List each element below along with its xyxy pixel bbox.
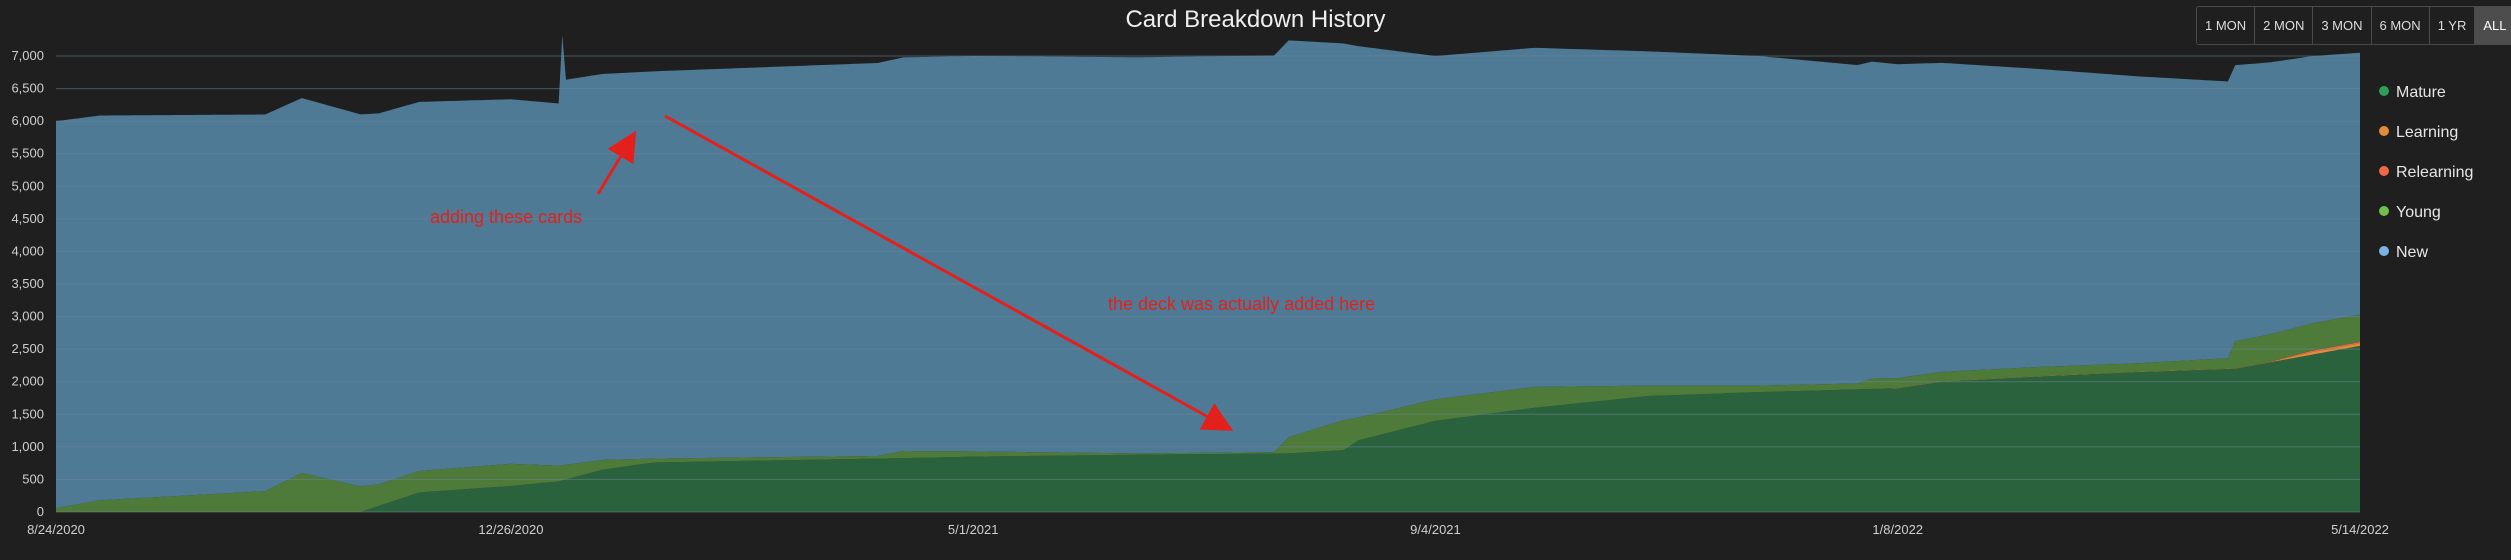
x-tick-label: 12/26/2020 [478,522,543,537]
area-mature [56,345,2360,512]
area-young [56,314,2360,512]
legend-swatch-mature [2379,86,2389,96]
y-tick-label: 4,500 [11,211,44,226]
x-tick-label: 8/24/2020 [27,522,85,537]
y-tick-label: 2,500 [11,341,44,356]
range-button-1-mon[interactable]: 1 MON [2197,7,2256,44]
range-button-2-mon[interactable]: 2 MON [2255,7,2314,44]
arrow-deck-added [664,114,1234,431]
y-tick-label: 6,500 [11,81,44,96]
legend-label-mature: Mature [2396,84,2446,101]
series-group [56,35,2360,512]
x-tick-label: 9/4/2021 [1410,522,1461,537]
annotation-deck-added: the deck was actually added here [1108,294,1375,314]
y-tick-label: 7,000 [11,48,44,63]
legend-label-young: Young [2396,204,2441,221]
legend-label-learning: Learning [2396,124,2458,141]
x-tick-label: 5/14/2022 [2331,522,2389,537]
legend-swatch-new [2379,246,2389,256]
arrow-adding-cards [596,130,637,195]
y-tick-label: 1,500 [11,406,44,421]
y-tick-label: 5,500 [11,146,44,161]
range-selector: 1 MON 2 MON 3 MON 6 MON 1 YR ALL [2196,6,2511,45]
y-tick-label: 0 [37,504,44,519]
x-tick-label: 5/1/2021 [948,522,999,537]
legend-label-relearning: Relearning [2396,164,2473,181]
legend-swatch-young [2379,206,2389,216]
range-button-3-mon[interactable]: 3 MON [2313,7,2372,44]
legend-swatch-learning [2379,126,2389,136]
legend-label-new: New [2396,244,2428,261]
y-tick-label: 2,000 [11,374,44,389]
chart-title: Card Breakdown History [1125,6,1386,33]
y-tick-label: 4,000 [11,243,44,258]
x-tick-label: 1/8/2022 [1872,522,1923,537]
annotation-adding-cards: adding these cards [430,207,582,227]
range-button-1-yr[interactable]: 1 YR [2429,7,2476,44]
range-button-all[interactable]: ALL [2475,7,2511,44]
y-tick-label: 5,000 [11,178,44,193]
y-tick-label: 3,500 [11,276,44,291]
y-tick-label: 1,000 [11,439,44,454]
y-tick-label: 500 [22,471,44,486]
y-tick-label: 3,000 [11,309,44,324]
legend-swatch-relearning [2379,166,2389,176]
range-button-6-mon[interactable]: 6 MON [2371,7,2430,44]
y-tick-label: 6,000 [11,113,44,128]
